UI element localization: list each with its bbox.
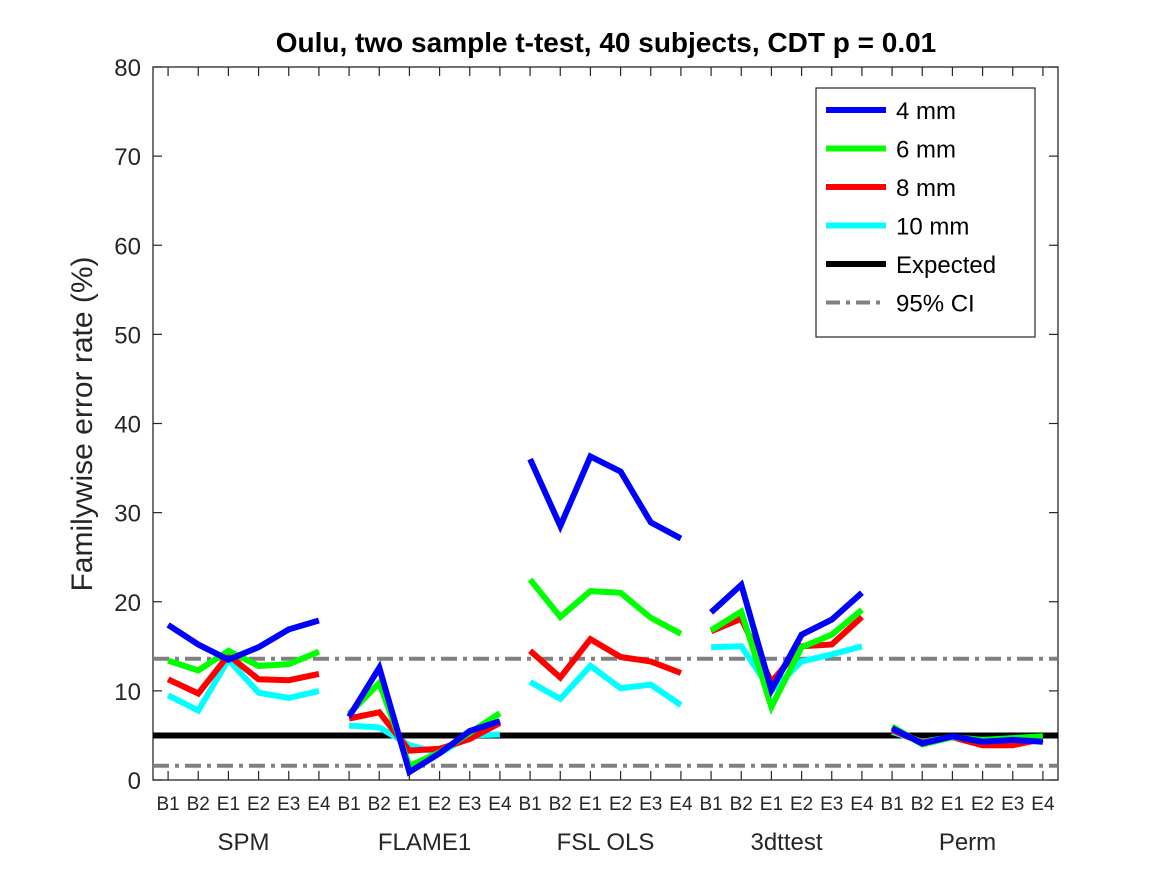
- group-label: FLAME1: [378, 829, 471, 856]
- legend-label: Expected: [896, 252, 996, 279]
- x-tick-label: E4: [669, 794, 693, 815]
- y-tick-label: 70: [114, 144, 141, 171]
- x-tick-label: B2: [368, 794, 391, 815]
- x-tick-label: B1: [880, 794, 903, 815]
- group-label: 3dttest: [750, 829, 822, 856]
- series-line-6-mm: [527, 577, 683, 637]
- x-tick-label: E2: [971, 794, 994, 815]
- series-line-4-mm: [166, 617, 320, 663]
- group-label: FSL OLS: [557, 829, 655, 856]
- series-line-8-mm: [348, 708, 502, 754]
- y-tick-label: 0: [128, 768, 141, 795]
- x-tick-label: E4: [850, 794, 874, 815]
- x-tick-label: E4: [1031, 794, 1055, 815]
- legend-box: [815, 87, 1036, 338]
- group-label: SPM: [217, 829, 269, 856]
- x-tick-label: B2: [730, 794, 753, 815]
- y-axis-label: Familywise error rate (%): [66, 256, 99, 591]
- series-line-6-mm: [709, 607, 864, 715]
- x-tick-label: E3: [458, 794, 481, 815]
- y-tick-label: 40: [114, 412, 141, 439]
- x-tick-label: E3: [820, 794, 843, 815]
- x-tick-label: B1: [699, 794, 722, 815]
- series-line-10-mm: [166, 654, 320, 715]
- y-tick-label: 20: [114, 590, 141, 617]
- x-tick-label: B1: [518, 794, 541, 815]
- y-tick-label: 60: [114, 233, 141, 260]
- x-tick-label: E3: [277, 794, 300, 815]
- x-tick-label: E3: [1001, 794, 1024, 815]
- x-tick-label: E4: [307, 794, 331, 815]
- series-line-4-mm: [346, 660, 501, 777]
- x-tick-label: E1: [760, 794, 783, 815]
- x-tick-label: E3: [639, 794, 662, 815]
- legend-label: 6 mm: [896, 137, 956, 164]
- x-tick-label: B2: [549, 794, 572, 815]
- chart-title: Oulu, two sample t-test, 40 subjects, CD…: [276, 27, 937, 58]
- legend-label: 10 mm: [896, 214, 969, 241]
- y-tick-label: 10: [114, 679, 141, 706]
- legend-label: 8 mm: [896, 175, 956, 202]
- x-tick-label: E2: [790, 794, 813, 815]
- y-tick-label: 50: [114, 322, 141, 349]
- legend-label: 95% CI: [896, 291, 975, 318]
- group-label: Perm: [939, 829, 996, 856]
- x-tick-label: B2: [911, 794, 934, 815]
- x-tick-label: B2: [187, 794, 210, 815]
- y-tick-label: 30: [114, 501, 141, 528]
- legend-label: 4 mm: [896, 98, 956, 125]
- series-line-4-mm: [527, 452, 683, 542]
- series-line-4-mm: [890, 725, 1044, 747]
- x-tick-label: E1: [217, 794, 240, 815]
- x-tick-label: E1: [941, 794, 964, 815]
- series-line-6-mm: [167, 647, 321, 674]
- y-tick-label: 80: [114, 55, 141, 82]
- series-line-8-mm: [528, 635, 682, 682]
- x-tick-label: E4: [488, 794, 512, 815]
- x-tick-label: E2: [247, 794, 270, 815]
- x-tick-label: E1: [579, 794, 602, 815]
- series-line-8-mm: [166, 650, 320, 698]
- plot-area: 0 10 20 30 40 50 60 70 80 B1 B2 E1 E2 E3 E4 B1 B2 E1 E2 E3 E…: [114, 55, 1059, 856]
- x-tick-label: B1: [337, 794, 360, 815]
- series-line-10-mm: [528, 661, 683, 708]
- x-tick-label: B1: [156, 794, 179, 815]
- x-tick-label: E2: [428, 794, 451, 815]
- x-tick-label: E1: [398, 794, 421, 815]
- series-line-4-mm: [709, 579, 864, 698]
- x-tick-label: E2: [609, 794, 632, 815]
